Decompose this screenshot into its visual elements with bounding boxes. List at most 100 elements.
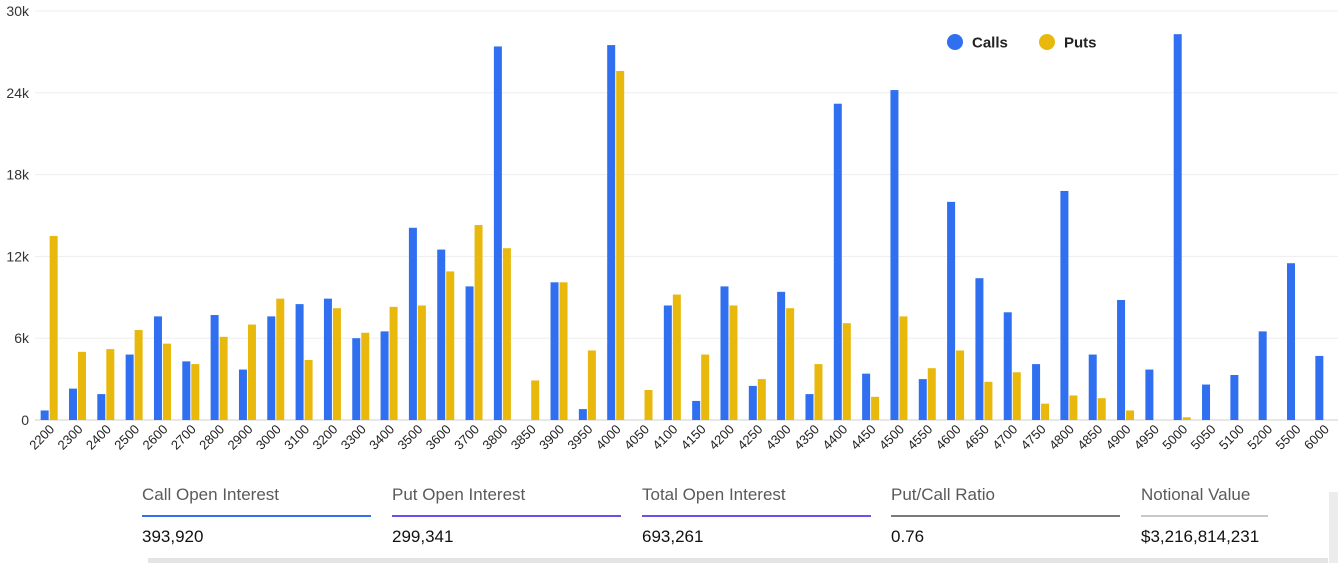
bar-calls-2900[interactable] — [238, 369, 247, 420]
bar-puts-4700[interactable] — [1012, 372, 1021, 420]
legend-marker-calls[interactable] — [947, 34, 963, 50]
bar-calls-3500[interactable] — [408, 227, 417, 420]
bar-puts-3100[interactable] — [304, 360, 313, 420]
bar-puts-3500[interactable] — [417, 305, 426, 420]
bar-puts-2900[interactable] — [247, 324, 256, 420]
bar-calls-3900[interactable] — [550, 282, 559, 420]
bar-calls-5000[interactable] — [1173, 34, 1182, 420]
legend-label-puts[interactable]: Puts — [1064, 35, 1097, 52]
bar-puts-3400[interactable] — [389, 306, 398, 420]
bar-puts-4450[interactable] — [871, 396, 880, 420]
bar-puts-5000[interactable] — [1182, 417, 1191, 420]
bar-calls-3300[interactable] — [352, 338, 361, 420]
bar-calls-3950[interactable] — [578, 409, 587, 420]
bar-puts-3950[interactable] — [587, 350, 596, 420]
stats-panel-shadow — [148, 558, 1328, 563]
bar-puts-3200[interactable] — [332, 308, 341, 420]
bar-puts-3300[interactable] — [361, 332, 370, 420]
stat-label: Call Open Interest — [142, 485, 280, 504]
bar-calls-3400[interactable] — [380, 331, 389, 420]
bar-puts-4550[interactable] — [927, 368, 936, 420]
bar-calls-4500[interactable] — [890, 90, 899, 420]
bar-calls-4600[interactable] — [947, 201, 956, 420]
bar-puts-4050[interactable] — [644, 390, 653, 420]
bar-calls-5200[interactable] — [1258, 331, 1267, 420]
legend-marker-puts[interactable] — [1039, 34, 1055, 50]
bar-calls-2300[interactable] — [68, 388, 77, 420]
bar-calls-3700[interactable] — [465, 286, 474, 420]
bar-calls-4400[interactable] — [833, 103, 842, 420]
bar-calls-4900[interactable] — [1117, 300, 1126, 420]
bar-calls-4950[interactable] — [1145, 369, 1154, 420]
bar-calls-4200[interactable] — [720, 286, 729, 420]
bar-calls-5100[interactable] — [1230, 375, 1239, 420]
bar-puts-4200[interactable] — [729, 305, 738, 420]
bar-calls-2600[interactable] — [153, 316, 162, 420]
bar-puts-2800[interactable] — [219, 336, 228, 420]
bar-calls-4800[interactable] — [1060, 190, 1069, 420]
bar-puts-3900[interactable] — [559, 282, 568, 420]
bar-puts-2400[interactable] — [106, 349, 115, 420]
bar-puts-4900[interactable] — [1126, 410, 1135, 420]
bar-calls-5500[interactable] — [1287, 263, 1296, 420]
bar-puts-4400[interactable] — [842, 323, 851, 420]
x-tick-label: 3700 — [451, 422, 482, 453]
bar-puts-4250[interactable] — [757, 379, 766, 420]
legend-label-calls[interactable]: Calls — [972, 35, 1008, 52]
stat-value: 693,261 — [642, 527, 704, 546]
bar-puts-2200[interactable] — [49, 235, 58, 420]
bar-calls-3600[interactable] — [437, 249, 446, 420]
x-tick-label: 2900 — [225, 422, 256, 453]
bar-calls-2700[interactable] — [182, 361, 191, 420]
bar-calls-4000[interactable] — [607, 45, 616, 420]
bar-calls-3800[interactable] — [493, 46, 502, 421]
bar-puts-4750[interactable] — [1041, 403, 1050, 420]
bar-puts-2600[interactable] — [162, 343, 171, 420]
bar-calls-2500[interactable] — [125, 354, 134, 420]
bar-calls-4100[interactable] — [663, 305, 672, 420]
bar-puts-3850[interactable] — [531, 380, 540, 420]
bar-calls-4750[interactable] — [1032, 364, 1041, 420]
bar-calls-2800[interactable] — [210, 315, 219, 420]
bar-puts-4850[interactable] — [1097, 398, 1106, 420]
bar-puts-2700[interactable] — [191, 364, 200, 420]
bar-puts-4150[interactable] — [701, 354, 710, 420]
bar-calls-4550[interactable] — [918, 379, 927, 420]
bar-puts-4300[interactable] — [786, 308, 795, 420]
bar-puts-4500[interactable] — [899, 316, 908, 420]
bar-calls-6000[interactable] — [1315, 355, 1324, 420]
x-tick-label: 4500 — [876, 422, 907, 453]
bar-calls-4850[interactable] — [1088, 354, 1097, 420]
x-tick-label: 3300 — [338, 422, 369, 453]
bar-calls-4150[interactable] — [692, 400, 701, 420]
open-interest-chart: 0 6k 12k 18k 24k 30k 220023002400250026002700… — [6, 3, 1338, 453]
bar-calls-4450[interactable] — [862, 373, 871, 420]
legend[interactable]: Calls Puts — [947, 34, 1097, 52]
bar-puts-4600[interactable] — [956, 350, 965, 420]
bar-puts-3600[interactable] — [446, 271, 455, 420]
bar-puts-3000[interactable] — [276, 298, 285, 420]
bar-puts-3800[interactable] — [502, 248, 511, 420]
bar-puts-2500[interactable] — [134, 330, 143, 420]
bar-calls-4350[interactable] — [805, 394, 814, 420]
x-tick-label: 2300 — [55, 422, 86, 453]
bar-calls-3000[interactable] — [267, 316, 276, 420]
bar-calls-3200[interactable] — [323, 298, 332, 420]
bar-calls-4700[interactable] — [1003, 312, 1012, 420]
bar-calls-2400[interactable] — [97, 394, 106, 420]
bar-puts-4650[interactable] — [984, 381, 993, 420]
bar-calls-5050[interactable] — [1202, 384, 1211, 420]
x-tick-label: 4600 — [933, 422, 964, 453]
bar-puts-4100[interactable] — [672, 294, 681, 420]
bar-calls-3100[interactable] — [295, 304, 304, 420]
bar-puts-4000[interactable] — [616, 70, 625, 420]
bar-puts-3700[interactable] — [474, 225, 483, 420]
bar-puts-4800[interactable] — [1069, 395, 1078, 420]
bar-calls-2200[interactable] — [40, 410, 49, 420]
bar-puts-2300[interactable] — [77, 351, 86, 420]
bar-calls-4650[interactable] — [975, 278, 984, 420]
bar-puts-4350[interactable] — [814, 364, 823, 420]
bar-calls-4250[interactable] — [748, 385, 757, 420]
x-tick-label: 4450 — [848, 422, 879, 453]
bar-calls-4300[interactable] — [777, 291, 786, 420]
